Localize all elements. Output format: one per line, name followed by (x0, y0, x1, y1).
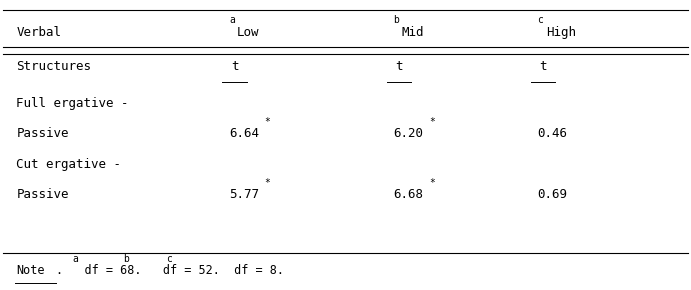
Text: Mid: Mid (401, 26, 424, 39)
Text: Note: Note (17, 264, 45, 277)
Text: a: a (73, 254, 79, 264)
Text: Structures: Structures (17, 60, 91, 73)
Text: b: b (123, 254, 129, 264)
Text: 6.68: 6.68 (393, 188, 424, 201)
Text: b: b (393, 15, 399, 25)
Text: c: c (538, 15, 543, 25)
Text: Passive: Passive (17, 127, 69, 140)
Text: t: t (395, 60, 403, 73)
Text: t: t (539, 60, 547, 73)
Text: Verbal: Verbal (17, 26, 61, 39)
Text: t: t (231, 60, 238, 73)
Text: 5.77: 5.77 (229, 188, 259, 201)
Text: *: * (429, 178, 435, 188)
Text: .   df = 68.   df = 52.  df = 8.: . df = 68. df = 52. df = 8. (56, 264, 284, 277)
Text: Full ergative -: Full ergative - (17, 97, 129, 110)
Text: 6.64: 6.64 (229, 127, 259, 140)
Text: a: a (229, 15, 235, 25)
Text: Cut ergative -: Cut ergative - (17, 158, 122, 171)
Text: High: High (546, 26, 576, 39)
Text: Low: Low (237, 26, 260, 39)
Text: *: * (265, 117, 270, 127)
Text: 0.69: 0.69 (538, 188, 567, 201)
Text: *: * (429, 117, 435, 127)
Text: Passive: Passive (17, 188, 69, 201)
Text: 6.20: 6.20 (393, 127, 424, 140)
Text: c: c (166, 254, 172, 264)
Text: *: * (265, 178, 270, 188)
Text: 0.46: 0.46 (538, 127, 567, 140)
